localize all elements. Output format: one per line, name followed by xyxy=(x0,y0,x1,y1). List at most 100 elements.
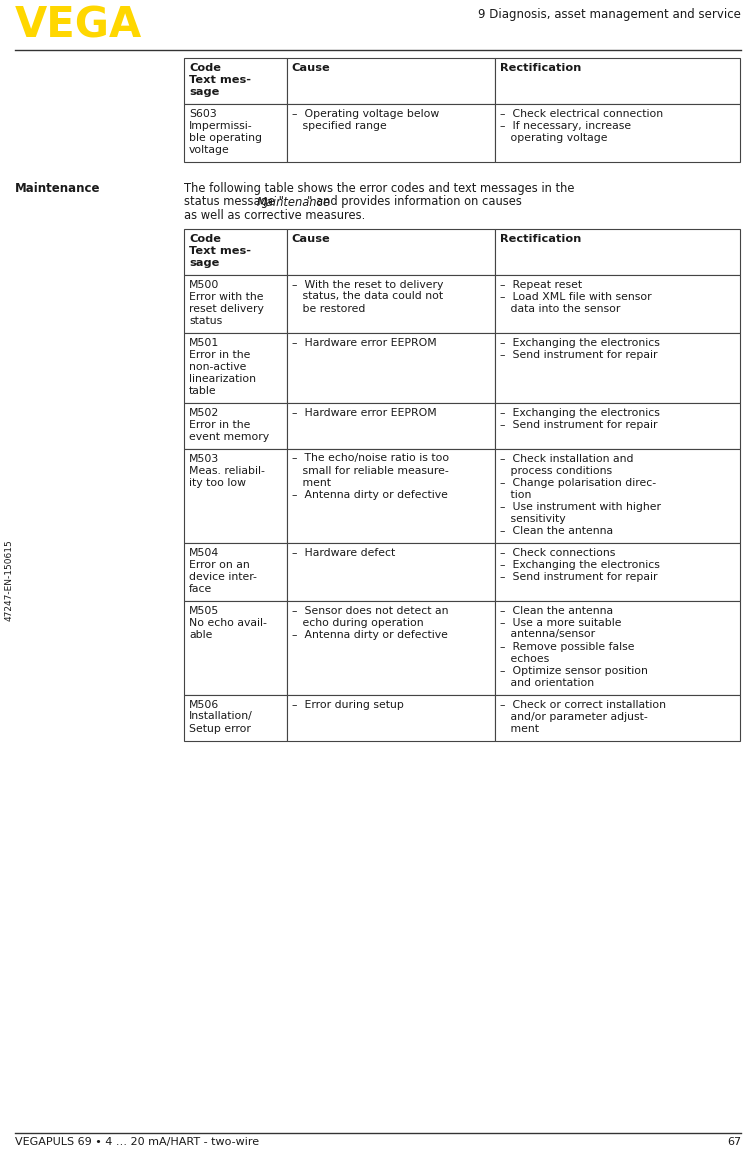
Bar xyxy=(184,543,287,600)
Text: reset delivery: reset delivery xyxy=(189,303,264,314)
Text: –  Operating voltage below: – Operating voltage below xyxy=(292,109,439,119)
Text: –  Use a more suitable: – Use a more suitable xyxy=(500,618,622,627)
Text: process conditions: process conditions xyxy=(500,465,612,476)
Text: table: table xyxy=(189,385,217,396)
Text: sage: sage xyxy=(189,87,219,97)
Text: –  With the reset to delivery: – With the reset to delivery xyxy=(292,280,443,289)
Text: M505: M505 xyxy=(189,605,219,616)
Text: and/or parameter adjust-: and/or parameter adjust- xyxy=(500,712,648,722)
Text: 9 Diagnosis, asset management and service: 9 Diagnosis, asset management and servic… xyxy=(478,8,741,21)
Text: –  Error during setup: – Error during setup xyxy=(292,700,404,709)
Bar xyxy=(184,449,287,543)
Text: The following table shows the error codes and text messages in the: The following table shows the error code… xyxy=(184,182,575,196)
Text: Error with the: Error with the xyxy=(189,292,264,302)
Text: ment: ment xyxy=(500,723,539,734)
Bar xyxy=(287,332,495,403)
Text: –  Exchanging the electronics: – Exchanging the electronics xyxy=(500,560,660,569)
Text: ity too low: ity too low xyxy=(189,478,246,487)
Text: as well as corrective measures.: as well as corrective measures. xyxy=(184,209,365,222)
Bar xyxy=(287,543,495,600)
Bar xyxy=(184,332,287,403)
Text: tion: tion xyxy=(500,489,531,500)
Text: M504: M504 xyxy=(189,547,219,558)
Text: –  Optimize sensor position: – Optimize sensor position xyxy=(500,665,648,676)
Text: –  Check or correct installation: – Check or correct installation xyxy=(500,700,666,709)
Text: specified range: specified range xyxy=(292,121,386,131)
Text: –  Check installation and: – Check installation and xyxy=(500,454,634,464)
Text: voltage: voltage xyxy=(189,145,230,155)
Bar xyxy=(287,694,495,740)
Text: M502: M502 xyxy=(189,407,219,418)
Bar xyxy=(184,694,287,740)
Text: –  Check connections: – Check connections xyxy=(500,547,615,558)
Text: VEGAPULS 69 • 4 … 20 mA/HART - two-wire: VEGAPULS 69 • 4 … 20 mA/HART - two-wire xyxy=(15,1137,259,1147)
Bar xyxy=(184,274,287,332)
Text: non-active: non-active xyxy=(189,361,246,371)
Text: status message ": status message " xyxy=(184,196,284,208)
Text: –  Antenna dirty or defective: – Antenna dirty or defective xyxy=(292,489,448,500)
Text: –  Use instrument with higher: – Use instrument with higher xyxy=(500,501,662,511)
Text: –  Antenna dirty or defective: – Antenna dirty or defective xyxy=(292,629,448,640)
Text: –  Clean the antenna: – Clean the antenna xyxy=(500,525,613,536)
Text: sensitivity: sensitivity xyxy=(500,514,566,523)
Text: Code: Code xyxy=(189,62,221,73)
Bar xyxy=(184,403,287,449)
Text: 47247-EN-150615: 47247-EN-150615 xyxy=(5,539,14,621)
Text: –  Check electrical connection: – Check electrical connection xyxy=(500,109,664,119)
Text: sage: sage xyxy=(189,258,219,267)
Text: –  If necessary, increase: – If necessary, increase xyxy=(500,121,631,131)
Bar xyxy=(287,449,495,543)
Text: status, the data could not: status, the data could not xyxy=(292,292,443,302)
Text: ble operating: ble operating xyxy=(189,133,262,143)
Text: –  Change polarisation direc-: – Change polarisation direc- xyxy=(500,478,656,487)
Text: Installation/: Installation/ xyxy=(189,712,253,722)
Text: Error on an: Error on an xyxy=(189,560,249,569)
Bar xyxy=(287,274,495,332)
Text: Maintenance: Maintenance xyxy=(15,182,101,196)
Text: Error in the: Error in the xyxy=(189,420,250,429)
Text: Impermissi-: Impermissi- xyxy=(189,121,253,131)
Text: –  Clean the antenna: – Clean the antenna xyxy=(500,605,613,616)
Text: able: able xyxy=(189,629,212,640)
Text: S603: S603 xyxy=(189,109,217,119)
Text: –  Hardware error EEPROM: – Hardware error EEPROM xyxy=(292,407,437,418)
Text: –  Hardware defect: – Hardware defect xyxy=(292,547,395,558)
Text: face: face xyxy=(189,583,212,594)
Text: –  Sensor does not detect an: – Sensor does not detect an xyxy=(292,605,448,616)
Text: Cause: Cause xyxy=(292,62,330,73)
Bar xyxy=(184,600,287,694)
Text: Setup error: Setup error xyxy=(189,723,251,734)
Text: –  Send instrument for repair: – Send instrument for repair xyxy=(500,572,658,582)
Text: echo during operation: echo during operation xyxy=(292,618,423,627)
Text: –  Load XML file with sensor: – Load XML file with sensor xyxy=(500,292,652,302)
Bar xyxy=(495,543,740,600)
Text: Cause: Cause xyxy=(292,234,330,243)
Text: Text mes-: Text mes- xyxy=(189,75,251,84)
Text: –  Send instrument for repair: – Send instrument for repair xyxy=(500,420,658,429)
Text: be restored: be restored xyxy=(292,303,365,314)
Text: " and provides information on causes: " and provides information on causes xyxy=(307,196,522,208)
Text: M506: M506 xyxy=(189,700,219,709)
Text: Maintenance: Maintenance xyxy=(257,196,331,208)
Text: device inter-: device inter- xyxy=(189,572,257,582)
Bar xyxy=(287,58,495,104)
Text: antenna/sensor: antenna/sensor xyxy=(500,629,596,640)
Text: M503: M503 xyxy=(189,454,219,464)
Text: status: status xyxy=(189,316,222,325)
Text: –  Exchanging the electronics: – Exchanging the electronics xyxy=(500,407,660,418)
Bar xyxy=(495,228,740,274)
Bar xyxy=(287,600,495,694)
Text: ment: ment xyxy=(292,478,331,487)
Bar xyxy=(287,403,495,449)
Text: –  Remove possible false: – Remove possible false xyxy=(500,641,635,651)
Bar xyxy=(495,449,740,543)
Text: –  The echo/noise ratio is too: – The echo/noise ratio is too xyxy=(292,454,449,464)
Text: and orientation: and orientation xyxy=(500,678,594,687)
Text: Meas. reliabil-: Meas. reliabil- xyxy=(189,465,265,476)
Text: –  Exchanging the electronics: – Exchanging the electronics xyxy=(500,338,660,347)
Text: echoes: echoes xyxy=(500,654,550,663)
Bar xyxy=(495,694,740,740)
Text: operating voltage: operating voltage xyxy=(500,133,608,143)
Text: Text mes-: Text mes- xyxy=(189,245,251,256)
Text: Rectification: Rectification xyxy=(500,234,581,243)
